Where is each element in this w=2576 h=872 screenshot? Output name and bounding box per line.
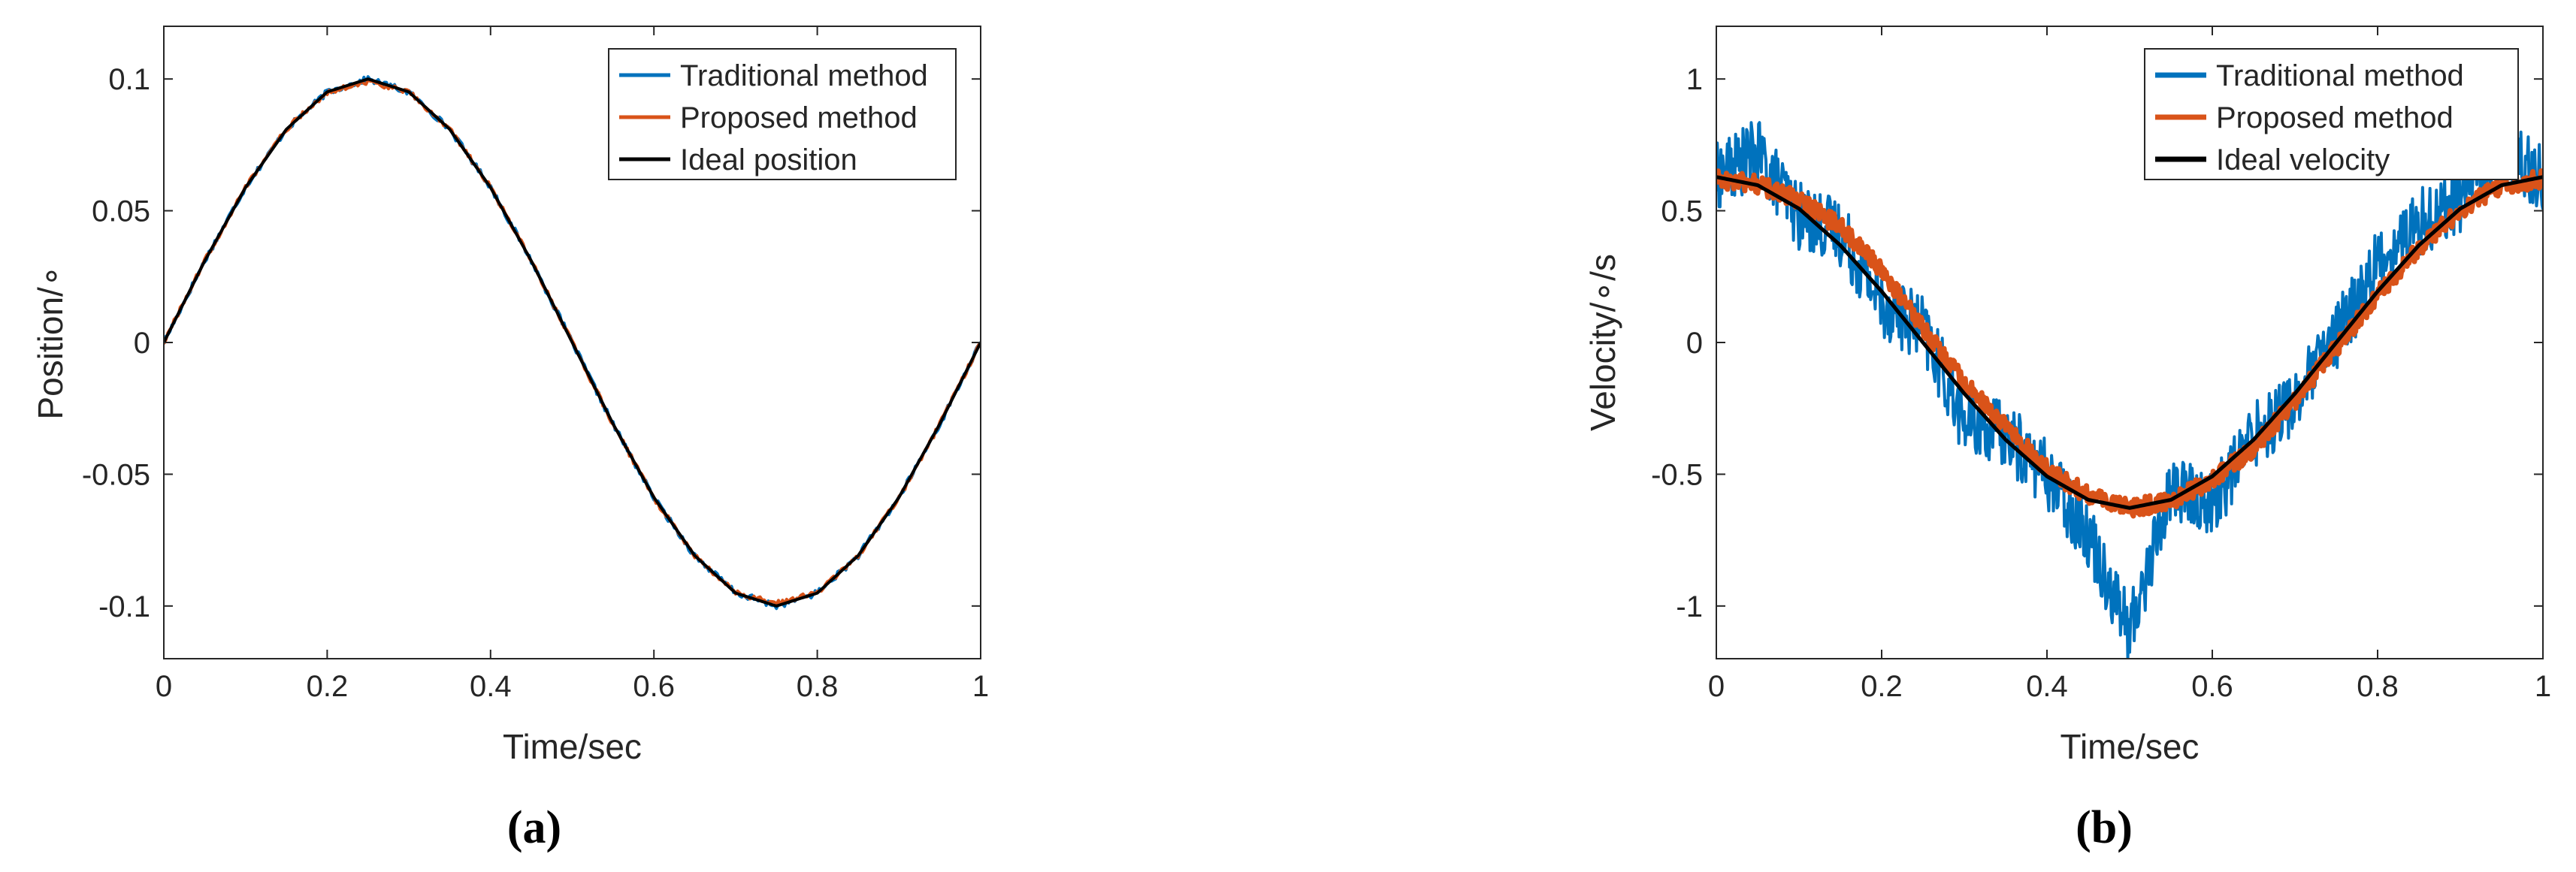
- x-tick-label: 0.4: [470, 670, 512, 703]
- legend-box: [2144, 48, 2519, 180]
- x-tick-label: 0.2: [307, 670, 349, 703]
- x-tick-label: 1: [972, 670, 989, 703]
- series-line: [1716, 175, 2543, 510]
- x-tick-label: 0: [1708, 670, 1725, 703]
- legend-entry: Ideal velocity: [2216, 143, 2390, 177]
- x-tick-label: 1: [2535, 670, 2551, 703]
- y-tick-label: -0.1: [98, 590, 150, 623]
- x-axis-label: Time/sec: [2060, 727, 2200, 766]
- x-tick-label: 0.4: [2026, 670, 2068, 703]
- legend: Traditional method Proposed method Ideal p…: [608, 48, 957, 180]
- y-tick-label: 0: [134, 327, 150, 360]
- y-tick-label: 1: [1686, 63, 1703, 96]
- y-tick-label: -1: [1676, 590, 1703, 623]
- x-tick-label: 0.8: [797, 670, 839, 703]
- y-tick-label: 0.5: [1661, 195, 1703, 228]
- legend: Traditional method Proposed method Ideal v…: [2144, 48, 2519, 180]
- chart-panel-a: 0 0.2 0.4 0.6 0.8 1 -0.1 -0.05 0 0.05 0.1 Time/sec P…: [31, 26, 989, 853]
- legend-entry: Ideal position: [680, 143, 857, 177]
- legend-entry: Traditional method: [680, 59, 928, 92]
- panel-label: (b): [2076, 802, 2133, 853]
- series-line: [1716, 168, 2543, 519]
- series-group: [164, 75, 981, 611]
- x-tick-label: 0.8: [2357, 670, 2399, 703]
- x-tick-label: 0.2: [1861, 670, 1903, 703]
- y-tick-label: -0.05: [82, 458, 150, 491]
- y-tick-label: -0.5: [1651, 458, 1703, 491]
- y-axis-label: Position/∘: [31, 265, 70, 419]
- series-group: [1716, 115, 2543, 659]
- y-tick-label: 0.05: [92, 195, 150, 228]
- x-tick-label: 0.6: [2191, 670, 2233, 703]
- x-tick-label: 0.6: [633, 670, 675, 703]
- y-tick-label: 0.1: [108, 63, 150, 96]
- legend-entry: Proposed method: [2216, 101, 2454, 134]
- y-tick-label: 0: [1686, 327, 1703, 360]
- x-tick-label: 0: [156, 670, 172, 703]
- series-line: [164, 77, 981, 608]
- y-axis-label: Velocity/∘/s: [1583, 254, 1622, 431]
- legend-entry: Proposed method: [680, 101, 918, 134]
- legend-entry: Traditional method: [2216, 59, 2464, 92]
- panel-label: (a): [507, 802, 561, 853]
- chart-panel-b: 0 0.2 0.4 0.6 0.8 1 -1 -0.5 0 0.5 1 Time/sec Velocit…: [1583, 26, 2551, 853]
- x-axis-label: Time/sec: [503, 727, 642, 766]
